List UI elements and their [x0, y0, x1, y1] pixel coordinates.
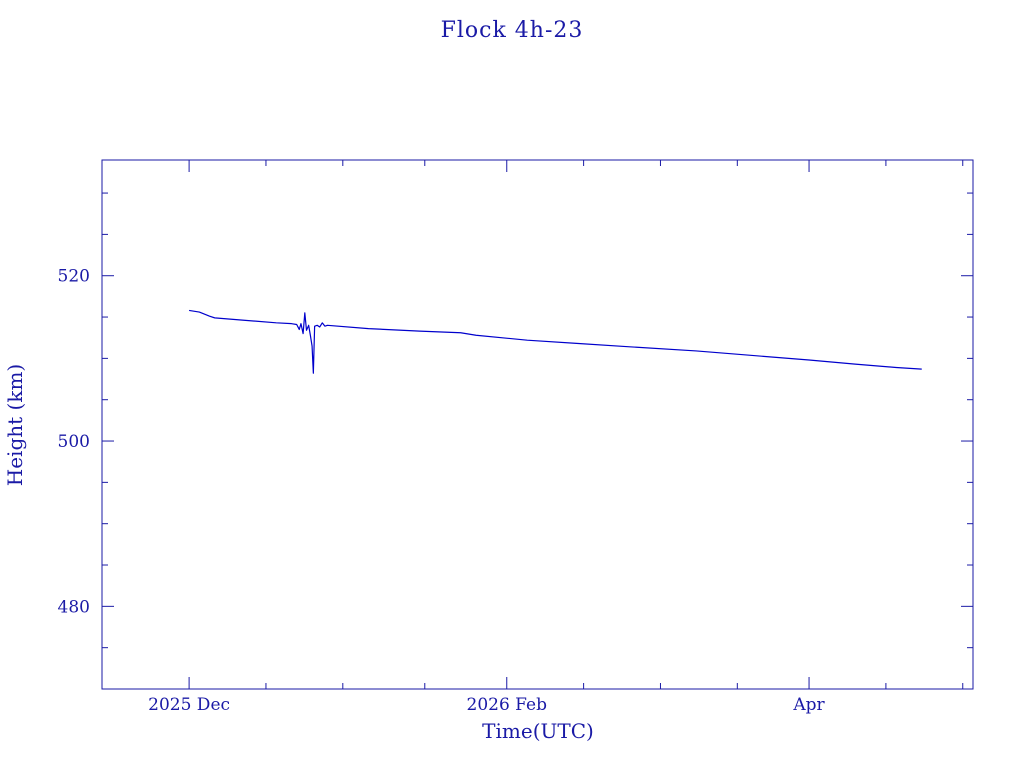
- x-axis-ticks: 2025 Dec 2026 Feb Apr: [148, 160, 964, 715]
- plot-frame: [101, 159, 974, 690]
- y-axis-ticks: 480 500 520: [58, 192, 973, 649]
- x-tick-label: 2025 Dec: [148, 695, 230, 715]
- x-tick-label: Apr: [792, 695, 825, 715]
- chart-title: Flock 4h-23: [441, 18, 584, 43]
- height-series-line: [189, 309, 922, 374]
- y-tick-label: 500: [58, 432, 90, 452]
- x-axis-label: Time(UTC): [482, 719, 594, 743]
- y-tick-label: 480: [58, 597, 90, 617]
- x-tick-label: 2026 Feb: [467, 695, 548, 715]
- y-axis-label: Height (km): [3, 364, 27, 486]
- y-tick-label: 520: [58, 267, 90, 287]
- series-layer: [189, 309, 922, 374]
